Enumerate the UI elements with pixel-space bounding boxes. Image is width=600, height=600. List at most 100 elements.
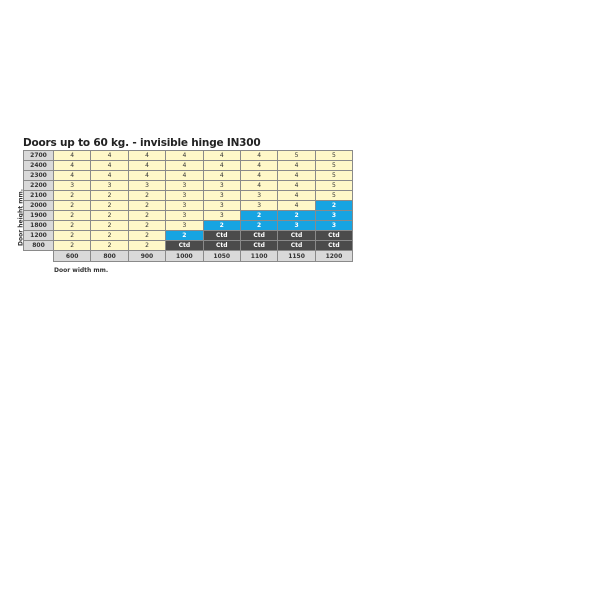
table-cell: 2 xyxy=(90,240,129,251)
row-height-label: 2000 xyxy=(23,200,54,211)
table-cell: 4 xyxy=(90,160,129,171)
column-width-label: 800 xyxy=(90,250,129,262)
table-cell: Ctd xyxy=(202,230,241,241)
table-cell: Ctd xyxy=(239,240,279,251)
table-cell: 4 xyxy=(127,170,167,181)
table-cell: 4 xyxy=(277,160,316,171)
table-row: 2000 2 2 2 3 3 3 4 2 xyxy=(23,200,354,211)
table-cell: 3 xyxy=(314,210,354,221)
table-cell: Ctd xyxy=(165,240,204,251)
table-row: 2100 2 2 2 3 3 3 4 5 xyxy=(23,190,354,201)
width-header-row: 600 800 900 1000 1050 1100 1150 1200 xyxy=(24,250,354,262)
column-width-label: 1200 xyxy=(314,250,354,262)
table-cell: 3 xyxy=(165,200,204,211)
table-cell: 2 xyxy=(90,190,129,201)
table-cell: 3 xyxy=(52,180,92,191)
table-cell: Ctd xyxy=(277,240,316,251)
table-cell: 4 xyxy=(127,150,167,161)
table-cell: 4 xyxy=(277,200,316,211)
table-cell: 2 xyxy=(52,190,92,201)
table-cell: 4 xyxy=(90,170,129,181)
table-cell: 4 xyxy=(165,170,204,181)
table-cell: 3 xyxy=(314,220,354,231)
column-width-label: 1100 xyxy=(239,250,279,262)
table-cell: Ctd xyxy=(239,230,279,241)
table-cell: 2 xyxy=(52,200,92,211)
table-cell: 2 xyxy=(52,240,92,251)
table-cell: 4 xyxy=(277,180,316,191)
row-height-label: 2100 xyxy=(23,190,54,201)
table-cell: Ctd xyxy=(202,240,241,251)
table-cell: 3 xyxy=(202,180,241,191)
row-height-label: 2400 xyxy=(23,160,54,171)
table-cell: 4 xyxy=(52,150,92,161)
hinge-count-table: 2700 4 4 4 4 4 4 5 5 2400 4 4 4 4 4 4 4 5 2300 4 4 4 4 4 4 4 5 2200… xyxy=(23,150,354,262)
table-cell: 2 xyxy=(165,230,204,241)
table-row: 2700 4 4 4 4 4 4 5 5 xyxy=(23,150,354,161)
table-cell: 2 xyxy=(127,200,167,211)
table-cell: 4 xyxy=(202,170,241,181)
row-height-label: 800 xyxy=(23,240,54,251)
table-title: Doors up to 60 kg. - invisible hinge IN3… xyxy=(23,137,261,149)
table-cell: 5 xyxy=(314,150,354,161)
blank-cell xyxy=(24,251,54,262)
table-cell: 2 xyxy=(52,220,92,231)
table-row: 2300 4 4 4 4 4 4 4 5 xyxy=(23,170,354,181)
table-cell: 2 xyxy=(277,210,316,221)
table-cell: 4 xyxy=(239,180,279,191)
x-axis-label: Door width mm. xyxy=(54,267,109,274)
table-cell: 4 xyxy=(90,150,129,161)
table-cell: 2 xyxy=(90,200,129,211)
row-height-label: 2200 xyxy=(23,180,54,191)
column-width-label: 1000 xyxy=(165,250,204,262)
table-cell: 3 xyxy=(239,190,279,201)
table-cell: 5 xyxy=(314,180,354,191)
table-cell: 4 xyxy=(277,170,316,181)
table-cell: 4 xyxy=(239,150,279,161)
table-cell: 5 xyxy=(277,150,316,161)
table-cell: 4 xyxy=(202,150,241,161)
table-row: 1900 2 2 2 3 3 2 2 3 xyxy=(23,210,354,221)
table-cell: 2 xyxy=(90,230,129,241)
table-cell: 2 xyxy=(127,230,167,241)
table-cell: 3 xyxy=(202,190,241,201)
table-row: 2200 3 3 3 3 3 4 4 5 xyxy=(23,180,354,191)
row-height-label: 2300 xyxy=(23,170,54,181)
table-row: 1200 2 2 2 2 Ctd Ctd Ctd Ctd xyxy=(23,230,354,241)
table-cell: 4 xyxy=(239,160,279,171)
column-width-label: 600 xyxy=(52,250,92,262)
table-cell: 2 xyxy=(127,210,167,221)
column-width-label: 1050 xyxy=(202,250,241,262)
table-cell: 2 xyxy=(202,220,241,231)
row-height-label: 1200 xyxy=(23,230,54,241)
row-height-label: 2700 xyxy=(23,150,54,161)
table-cell: 2 xyxy=(127,240,167,251)
table-cell: 2 xyxy=(239,220,279,231)
table-cell: 3 xyxy=(165,180,204,191)
table-cell: Ctd xyxy=(314,240,354,251)
column-width-label: 900 xyxy=(127,250,167,262)
table-cell: 4 xyxy=(277,190,316,201)
table-cell: 3 xyxy=(165,220,204,231)
table-cell: 5 xyxy=(314,160,354,171)
table-cell: 3 xyxy=(90,180,129,191)
table-cell: 3 xyxy=(165,190,204,201)
table-cell: Ctd xyxy=(314,230,354,241)
table-cell: 3 xyxy=(165,210,204,221)
table-cell: 4 xyxy=(165,150,204,161)
table-row: 1800 2 2 2 3 2 2 3 3 xyxy=(23,220,354,231)
table-cell: 3 xyxy=(277,220,316,231)
row-height-label: 1800 xyxy=(23,220,54,231)
table-cell: 2 xyxy=(314,200,354,211)
table-cell: Ctd xyxy=(277,230,316,241)
table-cell: 2 xyxy=(90,210,129,221)
table-cell: 4 xyxy=(239,170,279,181)
table-cell: 4 xyxy=(165,160,204,171)
column-width-label: 1150 xyxy=(277,250,316,262)
table-cell: 3 xyxy=(202,200,241,211)
table-cell: 5 xyxy=(314,190,354,201)
table-cell: 2 xyxy=(239,210,279,221)
table-cell: 2 xyxy=(52,210,92,221)
table-cell: 4 xyxy=(202,160,241,171)
table-cell: 4 xyxy=(127,160,167,171)
